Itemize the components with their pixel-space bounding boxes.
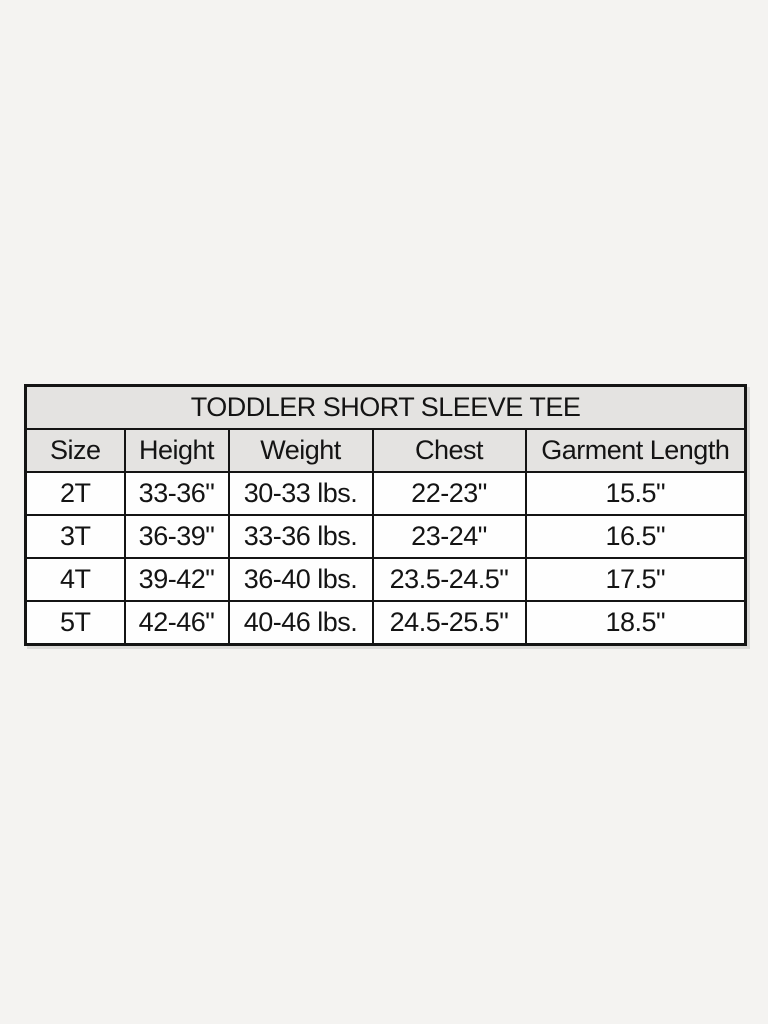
table-title: TODDLER SHORT SLEEVE TEE bbox=[24, 384, 747, 430]
column-header-height: Height bbox=[123, 428, 230, 473]
size-cell: 2T bbox=[24, 471, 126, 516]
height-cell: 33-36" bbox=[123, 471, 230, 516]
title-row: TODDLER SHORT SLEEVE TEE bbox=[24, 384, 747, 430]
chest-cell: 22-23" bbox=[371, 471, 527, 516]
garment-length-cell: 17.5" bbox=[524, 557, 747, 602]
garment-length-cell: 15.5" bbox=[524, 471, 747, 516]
height-cell: 36-39" bbox=[123, 514, 230, 559]
chest-cell: 23-24" bbox=[371, 514, 527, 559]
chest-cell: 24.5-25.5" bbox=[371, 600, 527, 646]
size-cell: 5T bbox=[24, 600, 126, 646]
chest-cell: 23.5-24.5" bbox=[371, 557, 527, 602]
table-row: 2T 33-36" 30-33 lbs. 22-23" 15.5" bbox=[24, 471, 747, 516]
column-header-size: Size bbox=[24, 428, 126, 473]
garment-length-cell: 18.5" bbox=[524, 600, 747, 646]
table-row: 3T 36-39" 33-36 lbs. 23-24" 16.5" bbox=[24, 514, 747, 559]
weight-cell: 40-46 lbs. bbox=[227, 600, 374, 646]
size-cell: 4T bbox=[24, 557, 126, 602]
size-cell: 3T bbox=[24, 514, 126, 559]
garment-length-cell: 16.5" bbox=[524, 514, 747, 559]
weight-cell: 30-33 lbs. bbox=[227, 471, 374, 516]
weight-cell: 36-40 lbs. bbox=[227, 557, 374, 602]
table-row: 5T 42-46" 40-46 lbs. 24.5-25.5" 18.5" bbox=[24, 600, 747, 646]
weight-cell: 33-36 lbs. bbox=[227, 514, 374, 559]
column-header-garment-length: Garment Length bbox=[524, 428, 747, 473]
height-cell: 39-42" bbox=[123, 557, 230, 602]
size-chart-table: TODDLER SHORT SLEEVE TEE Size Height Wei… bbox=[24, 384, 748, 646]
height-cell: 42-46" bbox=[123, 600, 230, 646]
column-header-chest: Chest bbox=[371, 428, 527, 473]
column-header-weight: Weight bbox=[227, 428, 374, 473]
size-chart: TODDLER SHORT SLEEVE TEE Size Height Wei… bbox=[24, 384, 748, 646]
header-row: Size Height Weight Chest Garment Length bbox=[24, 428, 747, 473]
table-row: 4T 39-42" 36-40 lbs. 23.5-24.5" 17.5" bbox=[24, 557, 747, 602]
